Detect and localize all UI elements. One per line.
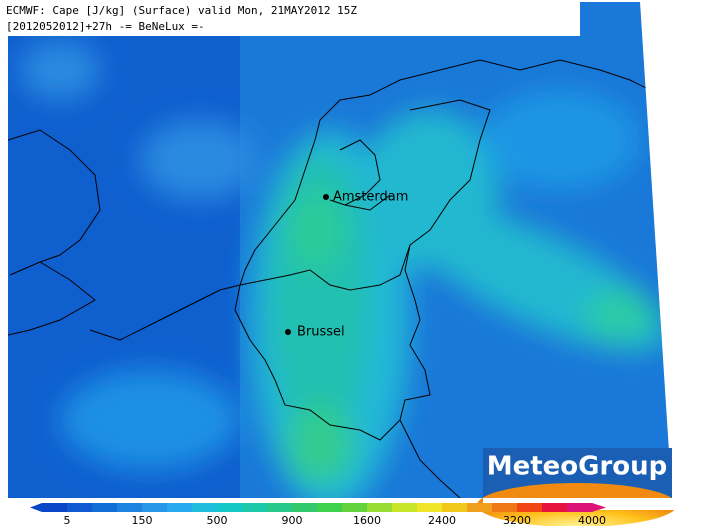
- colorbar-swatch: [117, 503, 143, 512]
- colorbar-swatch: [317, 503, 343, 512]
- city-label: Brussel: [297, 325, 345, 340]
- colorbar-swatch: [517, 503, 543, 512]
- logo-text: MeteoGroup: [487, 452, 668, 482]
- colorbar: 5 150 500 900 1600 2400 3200 4000: [30, 503, 606, 526]
- header-line: [2012052012]+27h -= BeNeLux =-: [6, 20, 205, 33]
- colorbar-swatch: [92, 503, 118, 512]
- city-label: Amsterdam: [333, 190, 408, 205]
- colorbar-label: 5: [64, 514, 71, 526]
- colorbar-label: 500: [207, 514, 228, 526]
- colorbar-label: 4000: [578, 514, 606, 526]
- colorbar-swatch: [192, 503, 218, 512]
- colorbar-label: 900: [282, 514, 303, 526]
- colorbar-swatch: [342, 503, 368, 512]
- colorbar-swatch: [442, 503, 468, 512]
- colorbar-label: 1600: [353, 514, 381, 526]
- colorbar-swatch: [467, 503, 493, 512]
- header-box: [0, 0, 580, 36]
- colorbar-swatch: [392, 503, 418, 512]
- colorbar-label: 3200: [503, 514, 531, 526]
- colorbar-swatch: [167, 503, 193, 512]
- colorbar-swatch: [492, 503, 518, 512]
- city-dot: [285, 329, 291, 335]
- colorbar-swatch: [217, 503, 243, 512]
- colorbar-label: 150: [132, 514, 153, 526]
- colorbar-swatch: [417, 503, 443, 512]
- colorbar-swatch: [67, 503, 93, 512]
- colorbar-swatch: [42, 503, 68, 512]
- colorbar-arrow: [592, 503, 606, 512]
- city-dot: [323, 194, 329, 200]
- header-line: ECMWF: Cape [J/kg] (Surface) valid Mon, …: [6, 4, 357, 17]
- colorbar-label: 2400: [428, 514, 456, 526]
- colorbar-swatch: [292, 503, 318, 512]
- colorbar-swatch: [567, 503, 593, 512]
- colorbar-arrow: [30, 503, 42, 512]
- colorbar-swatch: [542, 503, 568, 512]
- colorbar-swatch: [242, 503, 268, 512]
- colorbar-swatch: [267, 503, 293, 512]
- colorbar-swatch: [367, 503, 393, 512]
- colorbar-swatch: [142, 503, 168, 512]
- map-field: [8, 2, 672, 498]
